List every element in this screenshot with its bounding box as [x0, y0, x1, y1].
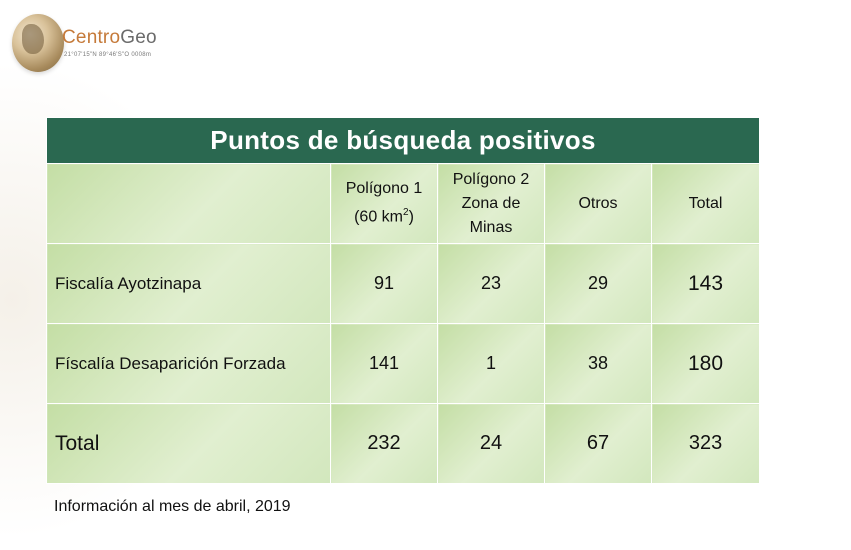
brand-name: CentroGeo	[62, 27, 157, 49]
results-table: Puntos de búsqueda positivos Polígono 1 …	[45, 117, 761, 484]
row-label: Físcalía Desaparición Forzada	[46, 323, 331, 404]
cell-value: 23	[437, 243, 545, 324]
centrogeo-logo: CentroGeo 21°07'15"N 89°46'S"O 0008m	[12, 14, 172, 80]
cell-total: 143	[650, 243, 761, 324]
header-close-paren: )	[408, 208, 414, 226]
header-empty-cell	[46, 163, 331, 244]
header-poligono-2-line3: Minas	[469, 218, 513, 236]
header-poligono-1-line1: Polígono 1	[345, 180, 423, 198]
cell-total-value: 67	[544, 403, 652, 484]
header-poligono-2: Polígono 2 Zona de Minas	[437, 163, 545, 244]
globe-land-shape	[22, 24, 44, 54]
table-title: Puntos de búsqueda positivos	[45, 117, 761, 164]
brand-prefix: Centro	[62, 27, 121, 48]
cell-total: 180	[650, 323, 761, 404]
cell-value: 1	[437, 323, 545, 404]
table-row-total: Total 232 24 67 323	[46, 403, 761, 484]
cell-total-value: 24	[437, 403, 545, 484]
header-superscript: 2	[403, 207, 409, 219]
header-poligono-2-line1: Polígono 2	[452, 170, 530, 188]
footnote: Información al mes de abril, 2019	[54, 498, 291, 515]
header-poligono-1-line2: (60 km	[354, 208, 403, 226]
header-poligono-1: Polígono 1 (60 km2)	[330, 163, 438, 244]
header-total: Total	[650, 163, 761, 244]
cell-total-value: 232	[330, 403, 438, 484]
cell-value: 29	[544, 243, 652, 324]
cell-value: 91	[330, 243, 438, 324]
brand-suffix: Geo	[120, 27, 157, 48]
table-row: Físcalía Desaparición Forzada 141 1 38 1…	[46, 323, 761, 404]
logo-coordinates: 21°07'15"N 89°46'S"O 0008m	[64, 52, 152, 58]
globe-icon	[12, 14, 64, 72]
cell-value: 141	[330, 323, 438, 404]
row-label: Fiscalía Ayotzinapa	[46, 243, 331, 324]
header-otros: Otros	[544, 163, 652, 244]
cell-value: 38	[544, 323, 652, 404]
row-label-total: Total	[46, 403, 331, 484]
header-poligono-2-line2: Zona de	[461, 194, 521, 212]
cell-grand-total: 323	[650, 403, 761, 484]
table-row: Fiscalía Ayotzinapa 91 23 29 143	[46, 243, 761, 324]
